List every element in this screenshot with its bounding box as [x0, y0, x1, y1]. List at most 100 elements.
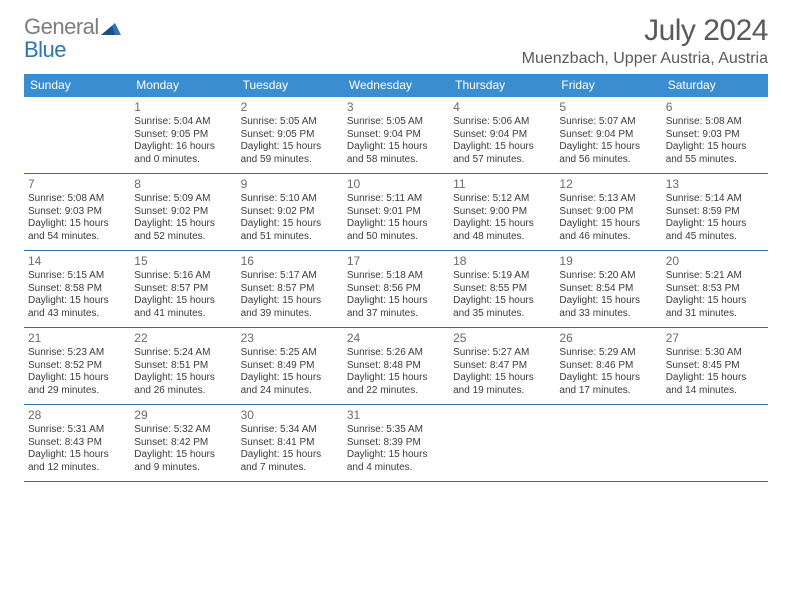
day-number: 12: [559, 177, 657, 192]
day-sunset: Sunset: 9:01 PM: [347, 206, 445, 219]
calendar-day-cell: 13Sunrise: 5:14 AMSunset: 8:59 PMDayligh…: [662, 174, 768, 251]
weekday-header: Thursday: [449, 74, 555, 97]
calendar-day-cell: 8Sunrise: 5:09 AMSunset: 9:02 PMDaylight…: [130, 174, 236, 251]
day-sunset: Sunset: 9:03 PM: [666, 129, 764, 142]
calendar-day-cell: 14Sunrise: 5:15 AMSunset: 8:58 PMDayligh…: [24, 251, 130, 328]
calendar-day-cell: 2Sunrise: 5:05 AMSunset: 9:05 PMDaylight…: [237, 97, 343, 174]
day-sunrise: Sunrise: 5:11 AM: [347, 193, 445, 206]
calendar-day-cell: 24Sunrise: 5:26 AMSunset: 8:48 PMDayligh…: [343, 328, 449, 405]
calendar-day-cell: 6Sunrise: 5:08 AMSunset: 9:03 PMDaylight…: [662, 97, 768, 174]
day-daylight: Daylight: 15 hours and 4 minutes.: [347, 449, 445, 474]
calendar-day-cell: 1Sunrise: 5:04 AMSunset: 9:05 PMDaylight…: [130, 97, 236, 174]
day-sunset: Sunset: 8:53 PM: [666, 283, 764, 296]
day-daylight: Daylight: 15 hours and 46 minutes.: [559, 218, 657, 243]
day-sunset: Sunset: 9:00 PM: [559, 206, 657, 219]
calendar-week-row: 1Sunrise: 5:04 AMSunset: 9:05 PMDaylight…: [24, 97, 768, 174]
day-sunrise: Sunrise: 5:35 AM: [347, 424, 445, 437]
calendar-day-cell: 3Sunrise: 5:05 AMSunset: 9:04 PMDaylight…: [343, 97, 449, 174]
page-title: July 2024: [522, 14, 768, 48]
day-daylight: Daylight: 15 hours and 17 minutes.: [559, 372, 657, 397]
day-sunset: Sunset: 9:04 PM: [559, 129, 657, 142]
day-sunset: Sunset: 8:46 PM: [559, 360, 657, 373]
calendar-week-row: 14Sunrise: 5:15 AMSunset: 8:58 PMDayligh…: [24, 251, 768, 328]
day-daylight: Daylight: 15 hours and 51 minutes.: [241, 218, 339, 243]
day-sunset: Sunset: 9:05 PM: [241, 129, 339, 142]
logo-text-general: General: [24, 14, 99, 39]
day-sunrise: Sunrise: 5:07 AM: [559, 116, 657, 129]
calendar-day-cell: 25Sunrise: 5:27 AMSunset: 8:47 PMDayligh…: [449, 328, 555, 405]
location-subtitle: Muenzbach, Upper Austria, Austria: [522, 50, 768, 68]
calendar-day-cell: 16Sunrise: 5:17 AMSunset: 8:57 PMDayligh…: [237, 251, 343, 328]
logo: General Blue: [24, 16, 121, 61]
day-sunrise: Sunrise: 5:06 AM: [453, 116, 551, 129]
day-sunset: Sunset: 8:58 PM: [28, 283, 126, 296]
day-daylight: Daylight: 15 hours and 56 minutes.: [559, 141, 657, 166]
day-daylight: Daylight: 15 hours and 31 minutes.: [666, 295, 764, 320]
calendar-week-row: 21Sunrise: 5:23 AMSunset: 8:52 PMDayligh…: [24, 328, 768, 405]
day-sunrise: Sunrise: 5:32 AM: [134, 424, 232, 437]
day-number: 10: [347, 177, 445, 192]
day-sunrise: Sunrise: 5:05 AM: [347, 116, 445, 129]
day-number: 26: [559, 331, 657, 346]
day-number: 7: [28, 177, 126, 192]
day-daylight: Daylight: 15 hours and 26 minutes.: [134, 372, 232, 397]
day-sunrise: Sunrise: 5:18 AM: [347, 270, 445, 283]
day-sunrise: Sunrise: 5:19 AM: [453, 270, 551, 283]
calendar-week-row: 28Sunrise: 5:31 AMSunset: 8:43 PMDayligh…: [24, 405, 768, 482]
day-sunset: Sunset: 9:05 PM: [134, 129, 232, 142]
day-daylight: Daylight: 15 hours and 7 minutes.: [241, 449, 339, 474]
day-sunrise: Sunrise: 5:15 AM: [28, 270, 126, 283]
day-number: 19: [559, 254, 657, 269]
day-sunset: Sunset: 8:57 PM: [134, 283, 232, 296]
day-sunrise: Sunrise: 5:21 AM: [666, 270, 764, 283]
day-sunrise: Sunrise: 5:20 AM: [559, 270, 657, 283]
day-daylight: Daylight: 15 hours and 35 minutes.: [453, 295, 551, 320]
weekday-header: Wednesday: [343, 74, 449, 97]
day-sunrise: Sunrise: 5:05 AM: [241, 116, 339, 129]
day-sunrise: Sunrise: 5:10 AM: [241, 193, 339, 206]
calendar-table: SundayMondayTuesdayWednesdayThursdayFrid…: [24, 74, 768, 482]
calendar-day-cell: 4Sunrise: 5:06 AMSunset: 9:04 PMDaylight…: [449, 97, 555, 174]
calendar-day-cell: 15Sunrise: 5:16 AMSunset: 8:57 PMDayligh…: [130, 251, 236, 328]
day-daylight: Daylight: 15 hours and 33 minutes.: [559, 295, 657, 320]
day-sunset: Sunset: 8:56 PM: [347, 283, 445, 296]
weekday-header: Sunday: [24, 74, 130, 97]
day-number: 21: [28, 331, 126, 346]
calendar-day-cell: 7Sunrise: 5:08 AMSunset: 9:03 PMDaylight…: [24, 174, 130, 251]
day-sunset: Sunset: 8:39 PM: [347, 437, 445, 450]
day-sunrise: Sunrise: 5:14 AM: [666, 193, 764, 206]
day-number: 9: [241, 177, 339, 192]
day-sunset: Sunset: 8:41 PM: [241, 437, 339, 450]
calendar-day-cell: 21Sunrise: 5:23 AMSunset: 8:52 PMDayligh…: [24, 328, 130, 405]
day-daylight: Daylight: 15 hours and 55 minutes.: [666, 141, 764, 166]
day-sunrise: Sunrise: 5:04 AM: [134, 116, 232, 129]
calendar-day-cell: 30Sunrise: 5:34 AMSunset: 8:41 PMDayligh…: [237, 405, 343, 482]
day-daylight: Daylight: 15 hours and 52 minutes.: [134, 218, 232, 243]
topbar: General Blue July 2024 Muenzbach, Upper …: [24, 14, 768, 68]
day-number: 28: [28, 408, 126, 423]
calendar-day-cell: 29Sunrise: 5:32 AMSunset: 8:42 PMDayligh…: [130, 405, 236, 482]
day-sunset: Sunset: 9:04 PM: [453, 129, 551, 142]
day-daylight: Daylight: 15 hours and 50 minutes.: [347, 218, 445, 243]
day-number: 6: [666, 100, 764, 115]
logo-triangle-icon: [101, 17, 121, 39]
day-daylight: Daylight: 15 hours and 29 minutes.: [28, 372, 126, 397]
day-number: 30: [241, 408, 339, 423]
day-number: 18: [453, 254, 551, 269]
day-number: 17: [347, 254, 445, 269]
day-sunrise: Sunrise: 5:17 AM: [241, 270, 339, 283]
calendar-day-cell: 19Sunrise: 5:20 AMSunset: 8:54 PMDayligh…: [555, 251, 661, 328]
calendar-day-cell: 28Sunrise: 5:31 AMSunset: 8:43 PMDayligh…: [24, 405, 130, 482]
day-number: 3: [347, 100, 445, 115]
day-number: 13: [666, 177, 764, 192]
day-number: 1: [134, 100, 232, 115]
day-daylight: Daylight: 15 hours and 9 minutes.: [134, 449, 232, 474]
day-sunrise: Sunrise: 5:29 AM: [559, 347, 657, 360]
day-sunset: Sunset: 8:54 PM: [559, 283, 657, 296]
calendar-day-cell: 31Sunrise: 5:35 AMSunset: 8:39 PMDayligh…: [343, 405, 449, 482]
calendar-day-cell: 12Sunrise: 5:13 AMSunset: 9:00 PMDayligh…: [555, 174, 661, 251]
day-daylight: Daylight: 16 hours and 0 minutes.: [134, 141, 232, 166]
calendar-day-cell: 23Sunrise: 5:25 AMSunset: 8:49 PMDayligh…: [237, 328, 343, 405]
day-sunset: Sunset: 8:52 PM: [28, 360, 126, 373]
day-sunset: Sunset: 8:42 PM: [134, 437, 232, 450]
